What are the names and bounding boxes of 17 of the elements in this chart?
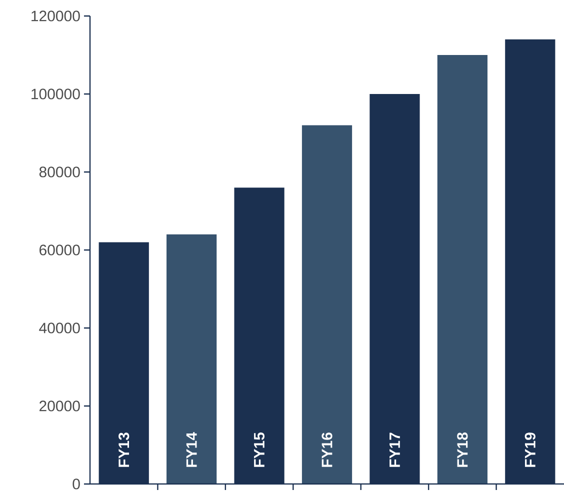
y-tick-label: 0 <box>72 478 80 490</box>
y-tick-label: 120000 <box>32 10 80 22</box>
x-tick-label: FY17 <box>390 432 400 467</box>
bar <box>166 234 217 484</box>
y-tick-label: 40000 <box>39 322 80 334</box>
y-tick-label: 20000 <box>40 400 80 412</box>
y-tick-label: 60000 <box>40 244 80 256</box>
bar <box>302 125 352 484</box>
x-tick-label: FY13 <box>118 432 130 467</box>
y-tick-label: 100000 <box>32 88 80 100</box>
x-tick-label: FY15 <box>254 432 265 467</box>
x-tick-label: FY16 <box>322 432 332 467</box>
x-tick-label: FY14 <box>186 432 197 467</box>
bar <box>437 54 488 484</box>
x-tick-label: FY19 <box>524 432 536 467</box>
x-tick-label: FY18 <box>457 432 468 467</box>
y-tick-label: 80000 <box>39 166 80 178</box>
